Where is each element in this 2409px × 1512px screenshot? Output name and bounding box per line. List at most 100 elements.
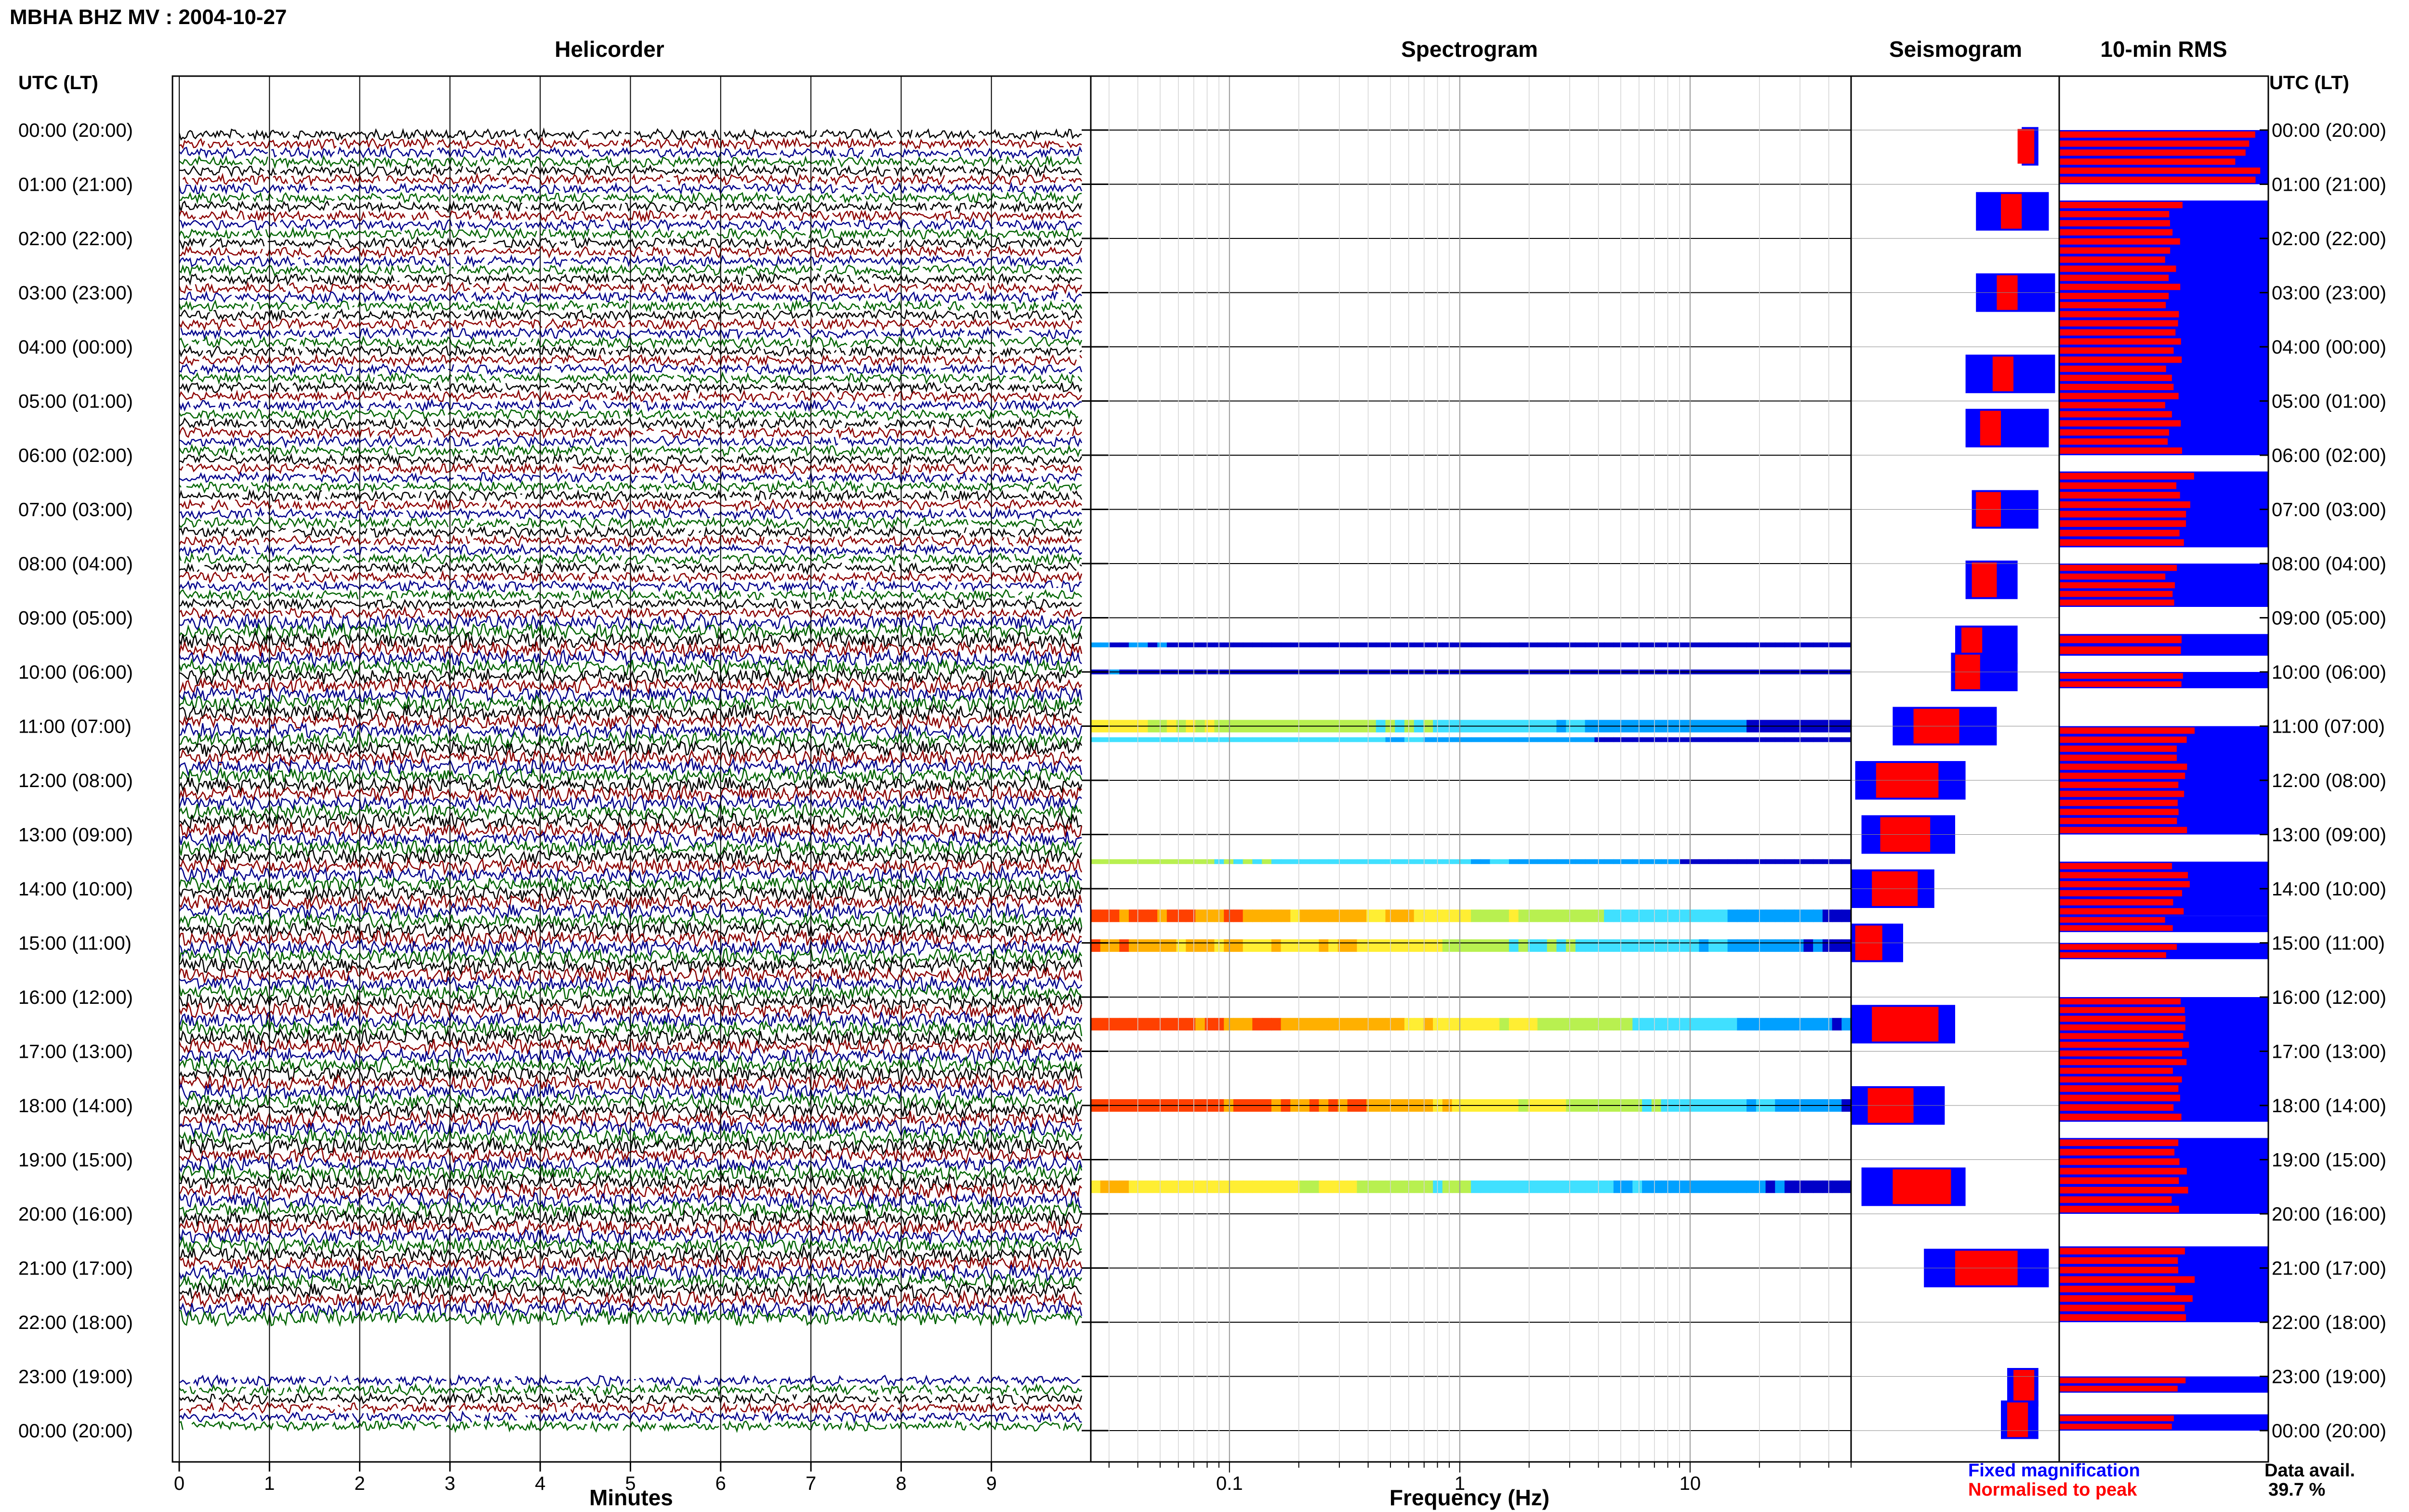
time-label-right: 10:00 (06:00) <box>2272 662 2386 683</box>
spectrogram-band <box>1566 1018 1576 1031</box>
spectrogram-band <box>1309 909 1320 922</box>
spectrogram-band <box>1575 859 1586 864</box>
spectrogram-band <box>1252 939 1262 952</box>
spectrogram-band <box>1756 642 1766 647</box>
spectrogram-band <box>1100 642 1111 647</box>
spectrogram-band <box>1594 642 1605 647</box>
spectrogram-band <box>1651 642 1662 647</box>
spectrogram-band <box>1775 1180 1785 1193</box>
rms-normalised-bar <box>2059 1149 2175 1156</box>
spectrogram-band <box>1803 909 1814 922</box>
spectrogram-band <box>1452 642 1462 647</box>
seismogram-normalised-envelope <box>2017 129 2035 164</box>
spectrogram-band <box>1737 1018 1747 1031</box>
rms-normalised-bar <box>2059 429 2169 436</box>
seismogram-normalised-envelope <box>1893 1169 1951 1204</box>
spectrogram-band <box>1784 1180 1795 1193</box>
minute-tick-label: 0 <box>174 1473 185 1494</box>
spectrogram-band <box>1366 1018 1377 1031</box>
spectrogram-band <box>1262 909 1272 922</box>
spectrogram-band <box>1243 642 1253 647</box>
spectrogram-band <box>1670 859 1681 864</box>
spectrogram-band <box>1271 909 1282 922</box>
spectrogram-band <box>1204 737 1215 742</box>
spectrogram-band <box>1148 859 1158 864</box>
spectrogram-band <box>1841 1180 1852 1193</box>
rms-normalised-bar <box>2059 420 2181 427</box>
spectrogram-band <box>1575 737 1586 742</box>
rms-normalised-bar <box>2059 383 2174 390</box>
spectrogram-band <box>1233 737 1244 742</box>
helicorder-trace <box>178 1382 1082 1397</box>
spectrogram-band <box>1528 1180 1538 1193</box>
helicorder-trace <box>179 263 1083 277</box>
spectrogram-band <box>1727 859 1738 864</box>
spectrogram-band <box>1471 737 1481 742</box>
spectrogram-band <box>1442 1180 1453 1193</box>
spectrogram-band <box>1718 642 1728 647</box>
spectrogram-band <box>1452 909 1462 922</box>
seismogram-normalised-envelope <box>2001 194 2022 229</box>
spectrogram-band <box>1233 859 1244 864</box>
spectrogram-band <box>1509 909 1519 922</box>
spectrogram-band <box>1461 859 1471 864</box>
legend-fixed: Fixed magnification <box>1968 1460 2140 1481</box>
spectrogram-band <box>1509 737 1519 742</box>
time-label-left: 12:00 (08:00) <box>18 770 133 791</box>
rms-normalised-bar <box>2059 1050 2182 1057</box>
spectrogram-band <box>1822 1180 1833 1193</box>
spectrogram-band <box>1613 909 1624 922</box>
spectrogram-band <box>1689 737 1700 742</box>
spectrogram-band <box>1119 939 1129 952</box>
minute-tick-label: 5 <box>625 1473 635 1494</box>
rms-normalised-bar <box>2059 890 2182 896</box>
spectrogram-band <box>1727 1180 1738 1193</box>
spectrogram-band <box>1537 939 1548 952</box>
time-label-left: 14:00 (10:00) <box>18 879 133 900</box>
spectrogram-band <box>1708 909 1719 922</box>
spectrogram-band <box>1176 1018 1187 1031</box>
spectrogram-band <box>1727 939 1738 952</box>
spectrogram-band <box>1718 1180 1728 1193</box>
spectrogram-band <box>1747 1180 1757 1193</box>
spectrogram-band <box>1461 1018 1471 1031</box>
rms-normalised-bar <box>2059 256 2165 263</box>
spectrogram-band <box>1651 859 1662 864</box>
spectrogram-band <box>1784 1018 1795 1031</box>
spectrogram-band <box>1290 642 1300 647</box>
spectrogram-band <box>1689 939 1700 952</box>
spectrogram-band <box>1299 1018 1310 1031</box>
spectrogram-band <box>1604 859 1614 864</box>
spectrogram-band <box>1214 859 1225 864</box>
helicorder-trace <box>178 182 1083 196</box>
time-label-right: 22:00 (18:00) <box>2272 1312 2386 1333</box>
spectrogram-band <box>1452 939 1462 952</box>
spectrogram-band <box>1357 1018 1367 1031</box>
spectrogram-band <box>1718 1018 1728 1031</box>
spectrogram-band <box>1414 642 1424 647</box>
helicorder-trace <box>179 155 1082 170</box>
spectrogram-band <box>1138 939 1149 952</box>
time-label-right: 17:00 (13:00) <box>2272 1041 2386 1063</box>
spectrogram-band <box>1575 1180 1586 1193</box>
spectrogram-band <box>1110 1018 1120 1031</box>
time-label-left: 08:00 (04:00) <box>18 553 133 575</box>
spectrogram-band <box>1138 859 1149 864</box>
spectrogram-band <box>1661 642 1671 647</box>
spectrogram-band <box>1224 1180 1234 1193</box>
rms-normalised-bar <box>2059 998 2181 1005</box>
helicorder-trace <box>178 226 1083 241</box>
spectrogram-band <box>1594 939 1605 952</box>
spectrogram-band <box>1556 737 1567 742</box>
rms-normalised-bar <box>2059 1059 2187 1065</box>
spectrogram-band <box>1281 737 1291 742</box>
spectrogram-band <box>1689 642 1700 647</box>
spectrogram-band <box>1252 642 1262 647</box>
spectrogram-band <box>1775 642 1785 647</box>
helicorder-trace <box>178 534 1082 548</box>
spectrogram-band <box>1176 737 1187 742</box>
seismogram-normalised-envelope <box>1872 1007 1939 1042</box>
time-label-left: 19:00 (15:00) <box>18 1150 133 1171</box>
spectrogram-band <box>1547 909 1557 922</box>
spectrogram-band <box>1499 1018 1509 1031</box>
